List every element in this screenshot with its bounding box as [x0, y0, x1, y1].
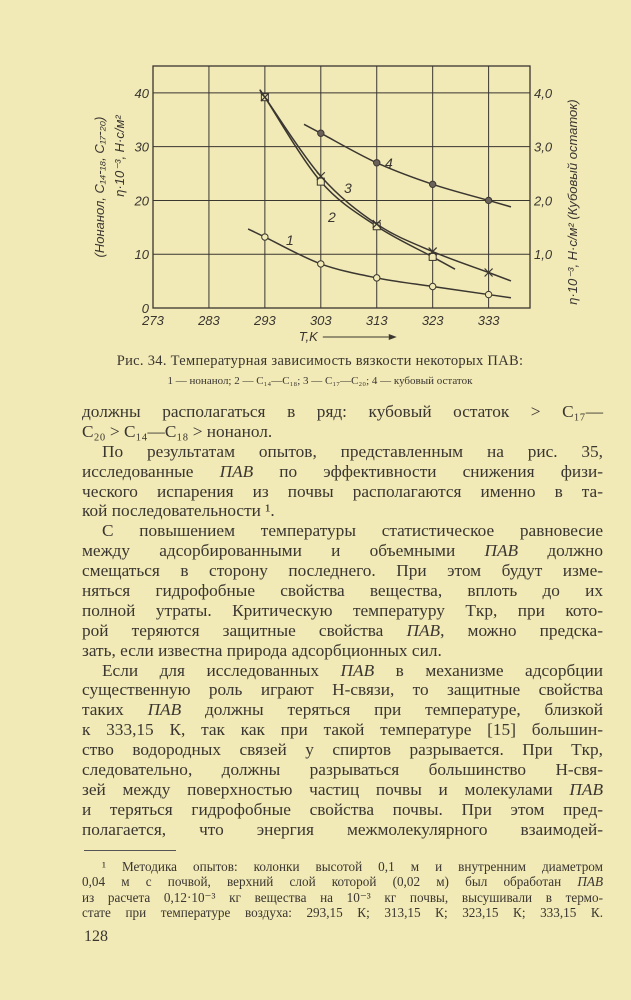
- text-line: C₂₀ > C₁₄—C₁₈ > нонанол.: [82, 421, 273, 441]
- text-line: С повышением температуры статистическое …: [102, 521, 603, 541]
- text-line: смещаться в сторону последнего. При этом…: [82, 561, 603, 581]
- series-1-point: [484, 290, 493, 299]
- figure-caption-legend: 1 — нонанол; 2 — C₁₄—C₁₈; 3 — C₁₇—C₂₀; 4…: [167, 375, 473, 387]
- text-line: существенную роль играют H-связи, то защ…: [82, 680, 603, 700]
- x-tick-label: 323: [422, 313, 444, 328]
- footnote-line: из расчета 0,12·10⁻³ кг вещества на 10⁻³…: [82, 889, 603, 905]
- series-4-point: [484, 196, 493, 205]
- viscosity-temperature-chart: 273 283 293 303 313 323 333 0 10 20 30 40 1,0 2,0 3,0 4…: [92, 65, 580, 344]
- x-tick-label: 293: [253, 313, 276, 328]
- text-line: между адсорбированными и объемными ПАВ д…: [82, 541, 603, 561]
- footnote: ¹ Методика опытов: колонки высотой 0,1 м…: [82, 859, 603, 920]
- series-3-line: [259, 89, 512, 282]
- y-tick-label-right: 2,0: [533, 193, 553, 208]
- series-2-point: [428, 252, 437, 261]
- y-axis-label-left-unit: η·10⁻³, Н·с/м²: [112, 115, 127, 197]
- series-1-point: [373, 274, 381, 282]
- page-number: 128: [84, 928, 108, 945]
- text-line: и теряться гидрофобные свойства почвы. П…: [82, 799, 603, 819]
- y-tick-label-left: 40: [135, 86, 150, 101]
- footnote-separator: [84, 850, 176, 851]
- series-4-line: [303, 123, 512, 208]
- y-tick-label-right: 3,0: [534, 140, 553, 155]
- footnote-line: 0,04 м с почвой, верхний слой которой (0…: [82, 874, 603, 890]
- figure-caption-title: Рис. 34. Температурная зависимость вязко…: [116, 353, 524, 369]
- series-3-point: [316, 171, 326, 181]
- text-line: следовательно, должны разрываться больши…: [82, 760, 603, 780]
- text-line: зей между поверхностью частиц почвы и мо…: [82, 779, 603, 799]
- y-axis-label-right: η·10⁻³, Н·с/м² (Кубовый остаток): [565, 99, 580, 305]
- text-line: должны располагаться в ряд: кубовый оста…: [82, 402, 603, 421]
- y-tick-label-left: 10: [135, 247, 150, 262]
- text-line: кой последовательности ¹.: [82, 501, 275, 521]
- y-tick-label-left: 0: [142, 301, 150, 316]
- series-3-point: [372, 219, 382, 229]
- series-4-point: [317, 129, 325, 137]
- series-label: 1: [286, 232, 294, 248]
- text-line: таких ПАВ должны теряться при температур…: [82, 700, 603, 720]
- body-text: должны располагаться в ряд: кубовый оста…: [82, 402, 603, 840]
- text-line: зать, если известна природа адсорбционны…: [82, 640, 442, 660]
- text-line: Если для исследованных ПАВ в механизме а…: [102, 660, 603, 680]
- series-4-point: [428, 180, 437, 189]
- series-1-point: [261, 233, 269, 241]
- series-3-point: [484, 268, 494, 277]
- text-line: полагается, что энергия межмолекулярного…: [82, 819, 603, 839]
- text-line: исследованные ПАВ по эффективности сниже…: [82, 461, 603, 481]
- text-line: к 333,15 К, так как при такой температур…: [82, 720, 603, 740]
- series-4-point: [373, 159, 381, 167]
- text-line: По результатам опытов, представленным на…: [102, 441, 603, 461]
- x-axis-arrowhead: [388, 334, 397, 340]
- text-line: рой теряются защитные свойства ПАВ, можн…: [82, 620, 603, 640]
- x-tick-label: 283: [197, 313, 220, 328]
- x-tick-label: 313: [366, 313, 388, 328]
- x-axis-label: T,K: [299, 329, 319, 344]
- y-tick-label-right: 1,0: [534, 247, 553, 262]
- y-tick-label-right: 4,0: [534, 86, 553, 101]
- series-1-point: [428, 282, 437, 291]
- series-2-point: [316, 177, 325, 186]
- series-1-point: [317, 260, 325, 268]
- x-tick-label: 333: [478, 313, 500, 328]
- footnote-line: ¹ Методика опытов: колонки высотой 0,1 м…: [102, 859, 603, 874]
- series-3-point: [428, 247, 438, 256]
- text-line: полной утраты. Критическую температуру T…: [82, 600, 603, 620]
- text-line: няться гидрофобные свойства вещества, вп…: [82, 581, 603, 601]
- series-label: 2: [327, 209, 336, 225]
- series-3-point: [260, 92, 270, 102]
- text-line: ческого испарения из почвы располагаются…: [82, 481, 603, 501]
- series-label: 3: [344, 180, 352, 196]
- text-line: ство водородных связей у спиртов разрыва…: [82, 740, 603, 760]
- x-tick-label: 273: [141, 313, 164, 328]
- y-tick-label-left: 20: [134, 193, 150, 208]
- x-tick-label: 303: [310, 313, 332, 328]
- series-label: 4: [385, 155, 393, 171]
- y-tick-label-left: 30: [135, 140, 150, 155]
- footnote-line: стате при температуре воздуха: 293,15 К;…: [82, 904, 603, 920]
- plot-frame: [152, 65, 531, 309]
- y-axis-label-left: (Нонанол, C₁₄-₁₈, C₁₇-₂₀): [92, 117, 107, 258]
